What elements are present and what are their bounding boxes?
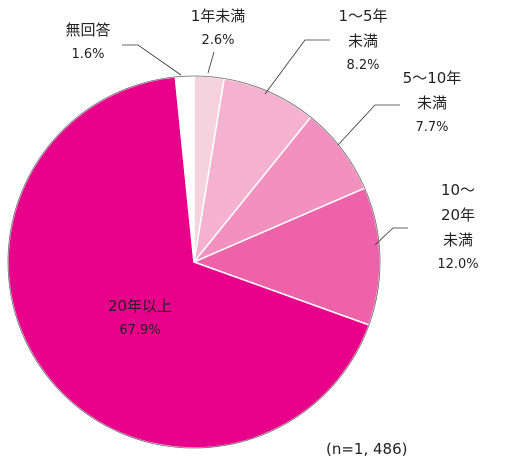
slice-label: 1年未満 2.6% xyxy=(191,4,246,53)
leader-line xyxy=(337,104,400,146)
value-label: 1.6% xyxy=(71,47,105,62)
note: (n=1, 486) xyxy=(326,440,408,458)
leader-line xyxy=(122,44,182,76)
value-label: 2.6% xyxy=(201,33,235,48)
slice-label: 5〜10年 未満 7.7% xyxy=(403,66,462,140)
leader-line xyxy=(264,39,330,95)
slice-label: 1〜5年 未満 8.2% xyxy=(338,4,387,78)
category-label: 5〜10年 未満 xyxy=(402,69,462,112)
value-label: 67.9% xyxy=(119,323,161,338)
pie-outline xyxy=(7,75,381,449)
category-label: 20年以上 xyxy=(107,297,173,315)
slice-label: 10〜20年 未満 12.0% xyxy=(433,178,484,277)
category-label: 1年未満 xyxy=(190,7,246,25)
slice-label: 20年以上 67.9% xyxy=(108,294,172,343)
leader-line xyxy=(374,227,408,246)
category-label: 無回答 xyxy=(65,21,111,39)
category-label: 10〜20年 未満 xyxy=(440,181,476,249)
value-label: 12.0% xyxy=(437,257,479,272)
slice-label: 無回答 1.6% xyxy=(65,18,110,67)
value-label: 8.2% xyxy=(346,58,380,73)
category-label: 1〜5年 未満 xyxy=(338,7,388,50)
value-label: 7.7% xyxy=(415,120,449,135)
leader-line xyxy=(207,51,215,74)
